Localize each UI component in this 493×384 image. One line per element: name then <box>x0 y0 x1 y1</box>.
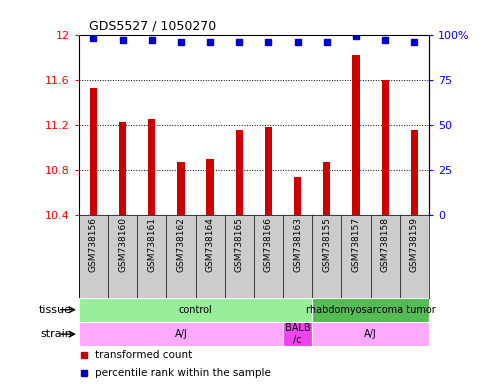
Text: tissue: tissue <box>39 305 72 315</box>
Text: GSM738166: GSM738166 <box>264 217 273 272</box>
Text: GSM738155: GSM738155 <box>322 217 331 272</box>
Bar <box>312 298 429 322</box>
Text: GSM738159: GSM738159 <box>410 217 419 272</box>
Text: GDS5527 / 1050270: GDS5527 / 1050270 <box>89 20 216 33</box>
Text: transformed count: transformed count <box>95 350 192 360</box>
Text: percentile rank within the sample: percentile rank within the sample <box>95 368 271 378</box>
Text: GSM738165: GSM738165 <box>235 217 244 272</box>
Text: GSM738161: GSM738161 <box>147 217 156 272</box>
Text: GSM738157: GSM738157 <box>352 217 360 272</box>
Text: strain: strain <box>40 329 72 339</box>
Bar <box>294 177 301 215</box>
Bar <box>236 130 243 215</box>
Bar <box>79 322 283 346</box>
Text: GSM738156: GSM738156 <box>89 217 98 272</box>
Bar <box>148 119 155 215</box>
Bar <box>207 159 214 215</box>
Text: GSM738163: GSM738163 <box>293 217 302 272</box>
Bar <box>283 322 312 346</box>
Text: GSM738164: GSM738164 <box>206 217 214 272</box>
Bar <box>323 162 330 215</box>
Bar <box>79 298 312 322</box>
Text: rhabdomyosarcoma tumor: rhabdomyosarcoma tumor <box>306 305 435 315</box>
Bar <box>90 88 97 215</box>
Text: GSM738162: GSM738162 <box>176 217 185 272</box>
Bar <box>411 130 418 215</box>
Bar <box>119 122 126 215</box>
Bar <box>382 79 389 215</box>
Text: GSM738158: GSM738158 <box>381 217 389 272</box>
Text: A/J: A/J <box>175 329 187 339</box>
Bar <box>312 322 429 346</box>
Text: A/J: A/J <box>364 329 377 339</box>
Bar <box>352 55 359 215</box>
Bar <box>265 127 272 215</box>
Bar <box>177 162 184 215</box>
Text: GSM738160: GSM738160 <box>118 217 127 272</box>
Text: BALB
/c: BALB /c <box>285 323 311 345</box>
Text: control: control <box>178 305 212 315</box>
